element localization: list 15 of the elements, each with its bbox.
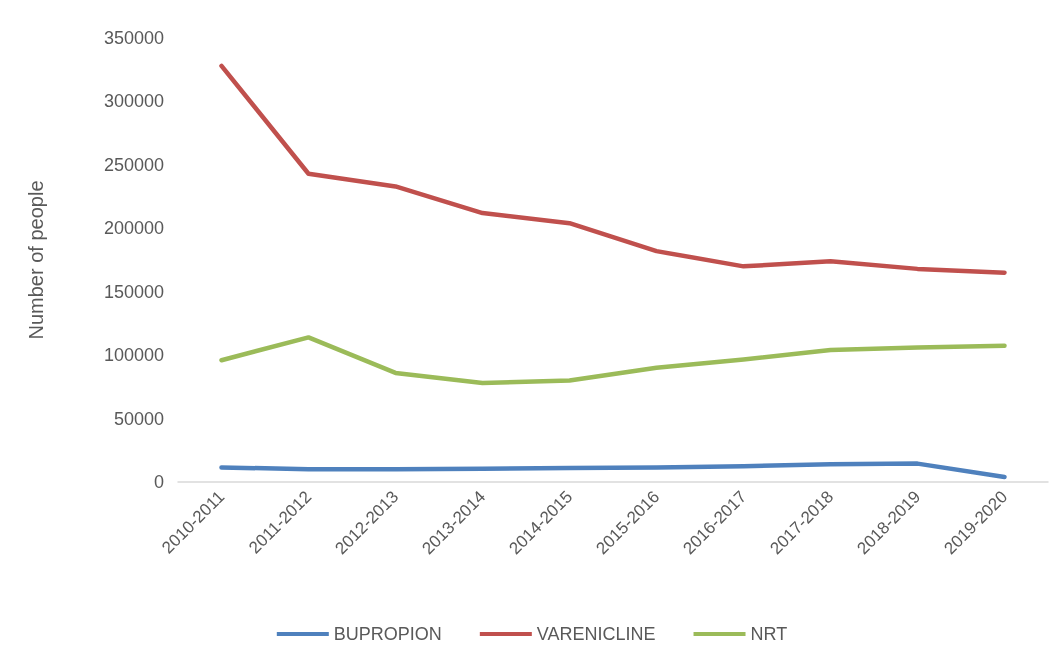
y-tick-label: 0 [153, 472, 164, 492]
legend-label: BUPROPION [333, 624, 442, 644]
y-tick-label: 100000 [103, 345, 164, 366]
y-tick-label: 250000 [103, 154, 164, 175]
y-tick-label: 200000 [103, 218, 164, 239]
y-tick-label: 150000 [103, 281, 164, 302]
y-tick-label: 350000 [103, 28, 164, 48]
line-series [219, 63, 1007, 275]
y-tick-label: 50000 [113, 408, 164, 429]
legend-label: VARENICLINE [536, 624, 656, 644]
line-series [219, 461, 1007, 480]
legend-label: NRT [750, 624, 788, 644]
line-series [219, 335, 1007, 386]
y-tick-label: 300000 [103, 91, 164, 112]
y-axis-title: Number of people [25, 180, 47, 340]
